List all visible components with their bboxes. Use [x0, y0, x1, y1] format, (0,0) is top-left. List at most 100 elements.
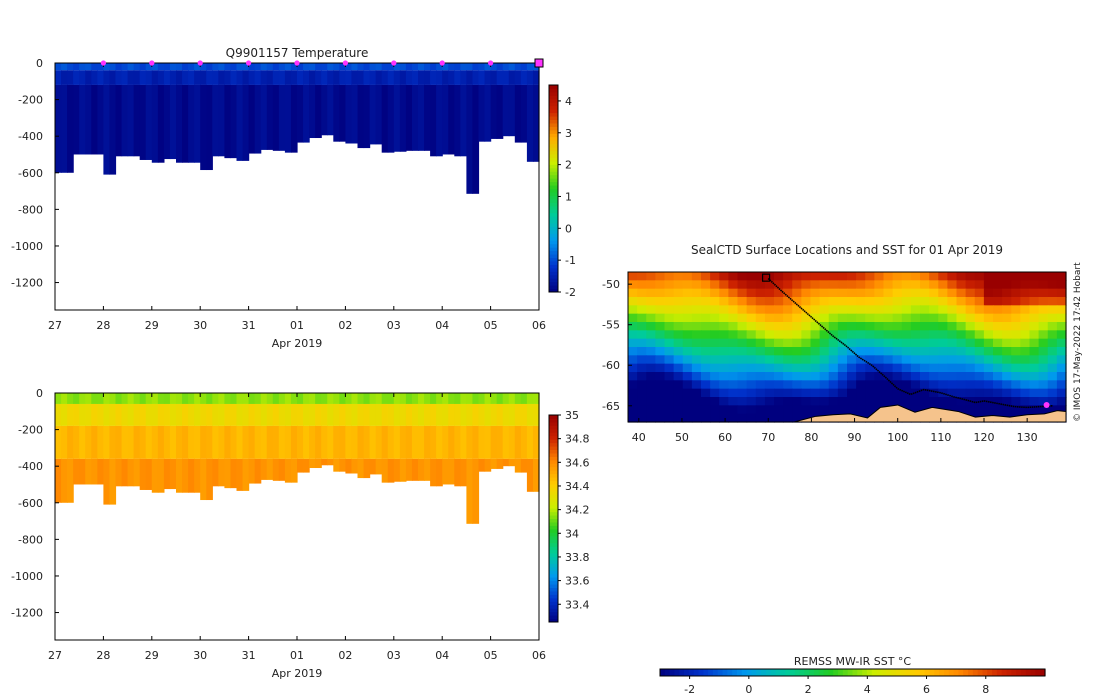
sst-cell	[719, 397, 729, 406]
data-cell	[393, 393, 401, 404]
sst-colorbar-segment	[794, 669, 801, 676]
colorbar-segment	[549, 157, 558, 162]
data-cell	[151, 84, 159, 163]
sst-cell	[764, 297, 775, 306]
data-cell	[339, 70, 346, 85]
sst-cell	[865, 405, 875, 415]
sst-colorbar-segment	[741, 669, 748, 676]
colorbar-segment	[549, 167, 558, 172]
sst-cell	[764, 388, 775, 398]
data-cell	[103, 425, 111, 459]
sst-cell	[637, 330, 647, 340]
data-cell	[448, 458, 455, 485]
sst-cell	[1047, 347, 1058, 356]
colorbar-segment	[549, 525, 558, 530]
sst-cell	[728, 272, 739, 281]
sst-colorbar-segment	[987, 669, 993, 676]
data-cell	[442, 425, 449, 459]
data-cell	[236, 403, 244, 426]
colorbar-tick-label: 0	[565, 222, 572, 235]
sst-colorbar-segment	[765, 669, 772, 676]
data-cell	[520, 393, 528, 404]
sst-cell	[856, 397, 866, 406]
data-cell	[345, 393, 353, 404]
sst-cell	[774, 405, 784, 415]
sst-cell	[810, 330, 821, 340]
data-cell	[212, 84, 219, 157]
data-cell	[315, 403, 322, 426]
colorbar-segment	[549, 140, 558, 145]
colorbar-tick-label: 34.8	[565, 433, 590, 446]
colorbar-segment	[549, 129, 558, 134]
data-cell	[278, 70, 286, 85]
sst-cell	[993, 272, 1003, 281]
data-cell	[230, 70, 238, 85]
sst-cell	[737, 355, 748, 365]
data-cell	[194, 425, 201, 459]
sst-cell	[673, 347, 684, 356]
sst-cell	[810, 397, 821, 406]
sst-cell	[737, 322, 748, 331]
sst-cell	[847, 280, 857, 290]
data-cell	[393, 458, 401, 482]
sst-cell	[728, 313, 739, 323]
data-cell	[303, 393, 310, 404]
sst-cell	[1038, 380, 1049, 390]
x-tick-label: 28	[96, 649, 110, 662]
data-cell	[55, 458, 62, 503]
data-cell	[351, 393, 359, 404]
data-cell	[206, 458, 213, 501]
sst-colorbar-segment	[693, 669, 700, 676]
data-cell	[333, 425, 340, 459]
y-tick-label: -400	[18, 130, 43, 143]
data-cell	[484, 403, 492, 426]
sst-cell	[847, 372, 857, 381]
sst-cell	[664, 397, 675, 406]
data-cell	[133, 84, 141, 157]
sst-cell	[801, 272, 812, 281]
sst-cell	[974, 272, 985, 281]
sst-cell	[728, 413, 739, 423]
data-cell	[345, 63, 353, 71]
sst-colorbar-segment	[934, 669, 940, 676]
sst-cell	[901, 397, 912, 406]
sst-cell	[774, 388, 784, 398]
sst-cell	[1020, 297, 1031, 306]
x-tick-label: 05	[484, 319, 498, 332]
sst-cell	[1056, 380, 1067, 390]
data-cell	[157, 403, 165, 426]
sst-cell	[682, 280, 693, 290]
sst-cell	[673, 372, 684, 381]
data-cell	[254, 458, 262, 484]
data-cell	[309, 403, 316, 426]
sst-cell	[874, 305, 885, 315]
sst-cell	[1047, 388, 1058, 398]
data-cell	[357, 458, 365, 479]
map-y-tick-label: -50	[602, 278, 620, 291]
sst-cell	[892, 305, 903, 315]
colorbar-segment	[549, 254, 558, 258]
sst-cell	[865, 272, 875, 281]
data-cell	[418, 70, 425, 85]
data-cell	[272, 458, 280, 481]
data-cell	[321, 393, 328, 404]
colorbar-segment	[549, 264, 558, 269]
sst-cell	[910, 363, 921, 373]
sst-cell	[783, 372, 793, 381]
colorbar-segment	[549, 116, 558, 120]
sst-cell	[1002, 338, 1012, 348]
sst-cell	[764, 338, 775, 348]
sst-cell	[847, 297, 857, 306]
sst-cell	[847, 388, 857, 398]
data-cell	[460, 393, 467, 404]
data-cell	[182, 425, 189, 459]
sst-cell	[901, 288, 912, 298]
sst-cell	[1047, 355, 1058, 365]
colorbar-tick-label: -2	[565, 286, 576, 299]
colorbar-segment	[549, 260, 558, 265]
sst-cell	[856, 272, 866, 281]
sst-cell	[774, 372, 784, 381]
data-cell	[411, 84, 419, 151]
data-cell	[484, 393, 492, 404]
